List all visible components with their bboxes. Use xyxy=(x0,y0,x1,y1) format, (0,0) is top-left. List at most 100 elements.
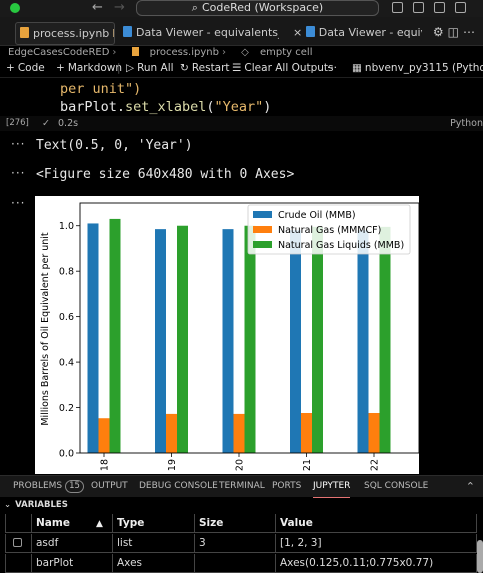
more-icon[interactable]: ⋯ xyxy=(463,25,479,39)
tab-jupyter[interactable]: JUPYTER xyxy=(313,476,351,498)
bar-chart: 0.0 0.2 0.4 0.6 0.8 1.0 18 19 20 21 22 Millions B… xyxy=(40,202,419,471)
breadcrumb-folder[interactable]: EdgeCasesCodeRED xyxy=(8,47,110,58)
tab-sql-console[interactable]: SQL CONSOLE xyxy=(364,481,429,491)
chevron-down-icon: ⌄ xyxy=(4,500,12,510)
notebook-file-icon xyxy=(20,27,29,38)
toggle-panel-icon[interactable] xyxy=(413,2,424,13)
output-menu-icon[interactable]: ··· xyxy=(11,166,26,180)
y-tick-label: 0.6 xyxy=(59,312,74,323)
clear-all-outputs-button[interactable]: ☰ Clear All Outputs xyxy=(232,62,334,74)
tab-ports[interactable]: PORTS xyxy=(272,481,302,491)
modified-indicator: M xyxy=(112,27,114,40)
table-row[interactable]: asdf list 3 [1, 2, 3] xyxy=(5,534,477,553)
tab-data-viewer-2[interactable]: × Data Viewer - equivalents_p xyxy=(293,26,422,39)
execution-time: 0.2s xyxy=(58,118,79,129)
legend-entry: Crude Oil (MMB) xyxy=(278,210,356,221)
cell-language[interactable]: Python xyxy=(450,118,483,129)
toggle-sidebar-icon[interactable] xyxy=(392,2,403,13)
sort-ascending-icon[interactable]: ▲ xyxy=(95,519,103,529)
add-code-cell-button[interactable]: + Code xyxy=(6,62,45,74)
variable-type: Axes xyxy=(112,554,194,573)
output-menu-icon[interactable]: ··· xyxy=(11,137,26,151)
search-icon: ⌕ xyxy=(191,1,198,14)
y-axis-label: Millions Barrels of Oil Equivalent per u… xyxy=(40,232,51,426)
customize-layout-icon[interactable] xyxy=(455,2,466,13)
command-center[interactable]: ⌕ CodeRed (Workspace) xyxy=(136,0,379,16)
show-data-viewer-icon[interactable] xyxy=(5,534,31,553)
check-icon: ✓ xyxy=(42,118,50,129)
variable-type: list xyxy=(112,534,194,553)
toolbar-divider: | xyxy=(117,62,121,74)
x-tick-label: 21 xyxy=(302,459,313,471)
plus-icon: + xyxy=(56,62,65,74)
bar-1-3 xyxy=(301,413,312,453)
cell-icon: ◇ xyxy=(241,47,253,58)
cell-status-bar: [276] ✓ 0.2s Python xyxy=(0,116,483,131)
bar-0-0 xyxy=(87,223,99,453)
bar-2-2 xyxy=(244,225,256,453)
kernel-icon: ▦ xyxy=(352,62,362,74)
split-editor-icon[interactable]: ◫ xyxy=(447,25,463,39)
variable-value: [1, 2, 3] xyxy=(275,534,477,553)
workspace-name: CodeRed (Workspace) xyxy=(201,1,324,14)
bar-2-0 xyxy=(109,218,121,453)
clear-all-icon: ☰ xyxy=(232,62,242,74)
chevron-right-icon: › xyxy=(112,47,117,58)
breadcrumb-cell[interactable]: ◇ empty cell xyxy=(241,47,313,58)
plot-frame xyxy=(79,202,419,454)
gear-icon[interactable]: ⚙ xyxy=(432,25,448,39)
toggle-secondary-sidebar-icon[interactable] xyxy=(434,2,445,13)
restart-button[interactable]: ↻ Restart xyxy=(180,62,230,74)
bar-chart-output: 0.0 0.2 0.4 0.6 0.8 1.0 18 19 20 21 22 Millions B… xyxy=(35,196,419,474)
bar-0-2 xyxy=(222,229,234,453)
close-icon[interactable]: × xyxy=(293,26,303,39)
output-menu-icon[interactable]: ··· xyxy=(11,196,26,210)
output-figure-result: <Figure size 640x480 with 0 Axes> xyxy=(36,167,295,182)
column-header-size[interactable]: Size xyxy=(194,514,275,533)
legend-swatch xyxy=(253,241,272,248)
panel-tab-bar: PROBLEMS 15 OUTPUT DEBUG CONSOLE TERMINAL… xyxy=(0,475,483,498)
tab-process-ipynb[interactable]: process.ipynbM xyxy=(15,22,115,45)
y-tick-label: 0.2 xyxy=(59,403,74,414)
bar-0-4 xyxy=(357,230,369,453)
breadcrumb-file[interactable]: process.ipynb xyxy=(124,47,219,58)
column-header-type[interactable]: Type xyxy=(112,514,194,533)
table-row[interactable]: barPlot Axes Axes(0.125,0.11;0.775x0.77) xyxy=(5,554,477,573)
table-header-spacer xyxy=(5,514,31,533)
table-header-row: Name ▲ Type Size Value xyxy=(5,514,477,533)
tab-data-viewer-1[interactable]: Data Viewer - equivalents_pd xyxy=(119,22,279,45)
tab-output[interactable]: OUTPUT xyxy=(91,481,128,491)
notebook-file-icon xyxy=(131,47,139,56)
variables-section-header[interactable]: ⌄ VARIABLES xyxy=(4,500,68,510)
tab-terminal[interactable]: TERMINAL xyxy=(219,481,265,491)
tab-debug-console[interactable]: DEBUG CONSOLE xyxy=(139,481,218,491)
variables-scrollbar[interactable] xyxy=(477,540,483,573)
legend-entry: Natural Gas Liquids (MMB) xyxy=(278,240,404,251)
data-viewer-icon xyxy=(305,26,315,37)
execution-count: [276] xyxy=(6,118,29,128)
kernel-picker[interactable]: ▦nbvenv_py3115 (Python 3.11.5) xyxy=(352,62,483,74)
legend-swatch xyxy=(253,226,272,233)
chevron-up-icon[interactable]: ⌃ xyxy=(465,480,475,493)
forward-arrow-icon[interactable]: → xyxy=(114,0,125,15)
variable-size: 3 xyxy=(194,534,275,553)
variable-name: barPlot xyxy=(31,554,112,573)
column-header-value[interactable]: Value xyxy=(275,514,477,533)
bar-1-1 xyxy=(166,413,177,453)
run-all-button[interactable]: ▷ Run All xyxy=(126,62,174,74)
x-tick-label: 22 xyxy=(370,459,381,471)
y-tick-label: 0.4 xyxy=(59,358,74,369)
variable-value: Axes(0.125,0.11;0.775x0.77) xyxy=(275,554,477,573)
more-actions-button[interactable]: ··· xyxy=(327,62,338,74)
x-tick-label: 19 xyxy=(167,459,178,471)
panel-actions: ⌃ xyxy=(466,476,475,497)
x-tick-label: 20 xyxy=(235,459,246,471)
add-markdown-cell-button[interactable]: + Markdown xyxy=(56,62,123,74)
column-header-name[interactable]: Name ▲ xyxy=(31,514,112,533)
code-line-2[interactable]: barPlot.set_xlabel("Year") xyxy=(60,99,272,115)
window-maximize-button[interactable] xyxy=(10,3,20,13)
tab-problems[interactable]: PROBLEMS 15 xyxy=(13,476,84,497)
code-line-1[interactable]: per unit") xyxy=(60,81,142,97)
back-arrow-icon[interactable]: ← xyxy=(92,0,103,15)
editor-tab-bar: process.ipynbM Data Viewer - equivalents… xyxy=(0,17,483,46)
